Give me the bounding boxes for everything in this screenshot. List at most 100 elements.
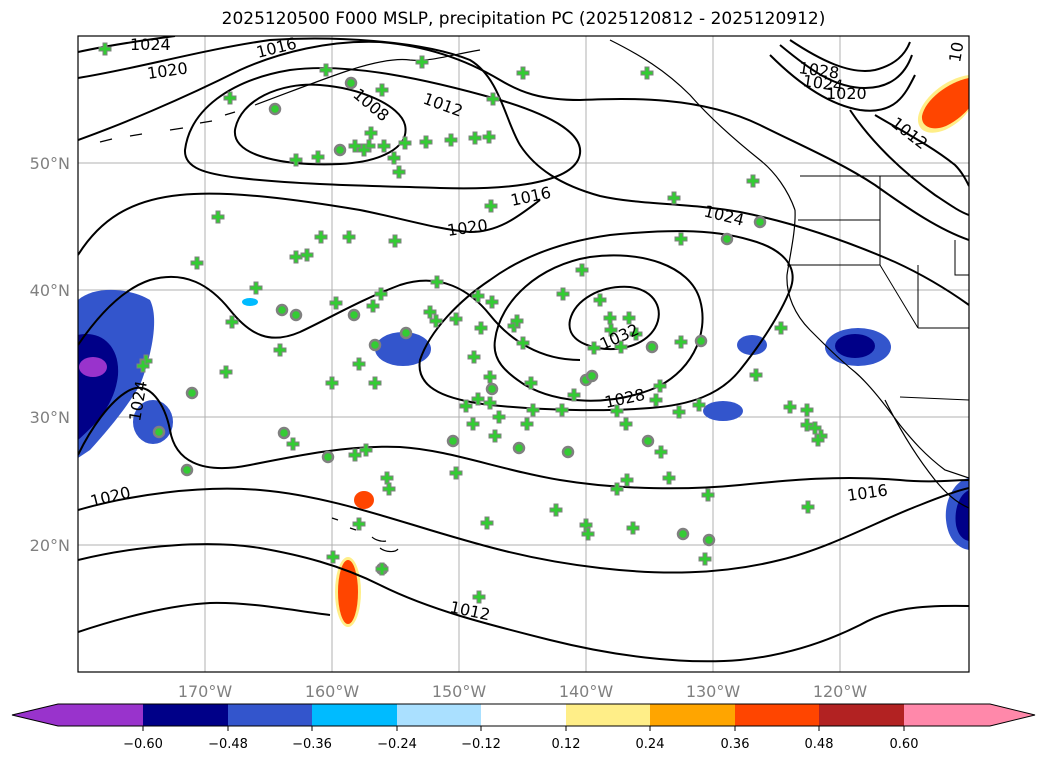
colorbar: −0.60 −0.48 −0.36 −0.24 −0.12 0.12 0.24 … <box>11 703 1036 752</box>
plus-marker <box>444 133 458 147</box>
plus-marker <box>311 150 325 164</box>
plus-marker <box>749 368 763 382</box>
plus-marker <box>480 516 494 530</box>
lon-label: 170°W <box>178 682 233 701</box>
plus-marker <box>449 312 463 326</box>
contour-1028-ne <box>789 39 911 72</box>
plus-marker <box>211 210 225 224</box>
plus-marker <box>614 340 628 354</box>
plus-marker <box>223 91 237 105</box>
colorbar-segment <box>397 704 481 726</box>
contour-1024-nw <box>78 36 176 53</box>
plus-marker <box>382 482 396 496</box>
lon-label: 120°W <box>813 682 868 701</box>
colorbar-tick-labels: −0.60 −0.48 −0.36 −0.24 −0.12 0.12 0.24 … <box>123 737 918 752</box>
plus-marker <box>348 139 362 153</box>
plus-marker <box>326 550 340 564</box>
colorbar-segment <box>312 704 397 726</box>
lat-label: 50°N <box>30 154 70 173</box>
plus-marker <box>549 503 563 517</box>
plus-marker <box>273 343 287 357</box>
plus-marker <box>622 311 636 325</box>
colorbar-segment <box>735 704 819 726</box>
lon-label: 160°W <box>305 682 360 701</box>
plus-marker <box>619 417 633 431</box>
plus-marker <box>526 403 540 417</box>
plus-marker <box>314 230 328 244</box>
colorbar-segment <box>650 704 735 726</box>
plus-marker <box>375 562 389 576</box>
plus-marker <box>352 517 366 531</box>
plus-marker <box>359 443 373 457</box>
plus-marker <box>472 590 486 604</box>
contour-label: 10 <box>945 40 967 63</box>
colorbar-segment <box>566 704 650 726</box>
lon-label: 140°W <box>559 682 614 701</box>
plus-marker <box>398 136 412 150</box>
plus-marker <box>286 437 300 451</box>
plus-marker <box>430 275 444 289</box>
plus-marker <box>474 321 488 335</box>
colorbar-segment <box>58 704 143 726</box>
contour-1016-south <box>78 487 969 574</box>
plus-marker <box>662 471 676 485</box>
contour-1012-low <box>183 67 581 190</box>
baja-coast <box>884 399 969 509</box>
plus-marker <box>329 296 343 310</box>
longitude-labels: 170°W 160°W 150°W 140°W 130°W 120°W <box>178 682 868 701</box>
map-frame <box>77 35 970 673</box>
aleutian-islands <box>99 111 236 143</box>
plus-marker <box>388 234 402 248</box>
plus-marker <box>626 521 640 535</box>
plus-marker <box>483 370 497 384</box>
plus-marker <box>429 314 443 328</box>
plus-marker <box>466 417 480 431</box>
precip-negative-west-peak <box>79 357 107 377</box>
plus-marker <box>492 410 506 424</box>
plus-marker <box>459 399 473 413</box>
plus-marker <box>467 350 481 364</box>
plus-marker <box>692 398 706 412</box>
plus-marker <box>348 448 362 462</box>
alaska-peninsula-coast <box>254 49 481 106</box>
latitude-labels: 50°N 40°N 30°N 20°N <box>30 154 70 555</box>
colorbar-extend-min <box>12 704 58 726</box>
precip-shading <box>78 75 969 627</box>
alaska-panhandle-coast <box>609 39 796 211</box>
plus-marker <box>801 500 815 514</box>
plus-marker <box>368 376 382 390</box>
contour-1020-north <box>78 37 969 306</box>
mexico-border <box>899 396 969 401</box>
plus-marker <box>415 55 429 69</box>
plus-marker <box>249 281 263 295</box>
plus-marker <box>555 403 569 417</box>
colorbar-segments <box>12 704 1035 726</box>
plus-marker <box>136 359 150 373</box>
colorbar-tick-label: −0.36 <box>292 737 332 752</box>
plus-markers <box>98 42 828 604</box>
colorbar-segment <box>904 704 990 726</box>
plus-marker <box>516 336 530 350</box>
plus-marker <box>629 327 643 341</box>
plus-marker <box>484 199 498 213</box>
plus-marker <box>352 357 366 371</box>
plus-marker <box>672 405 686 419</box>
map-area <box>78 36 969 672</box>
contour-1020-sw <box>78 386 969 490</box>
plus-marker <box>357 143 371 157</box>
plus-marker <box>325 376 339 390</box>
colorbar-segment <box>143 704 228 726</box>
mslp-contours <box>78 36 969 663</box>
plus-marker <box>524 376 538 390</box>
contour-1020-ne <box>769 54 916 112</box>
plus-marker <box>510 314 524 328</box>
plus-marker <box>556 287 570 301</box>
plus-marker <box>300 248 314 262</box>
plus-marker <box>190 256 204 270</box>
colorbar-tick-label: −0.12 <box>461 737 501 752</box>
colorbar-tick-label: −0.24 <box>377 737 417 752</box>
lon-label: 130°W <box>686 682 741 701</box>
plus-marker <box>620 473 634 487</box>
plus-marker <box>364 126 378 140</box>
plus-marker <box>811 433 825 447</box>
